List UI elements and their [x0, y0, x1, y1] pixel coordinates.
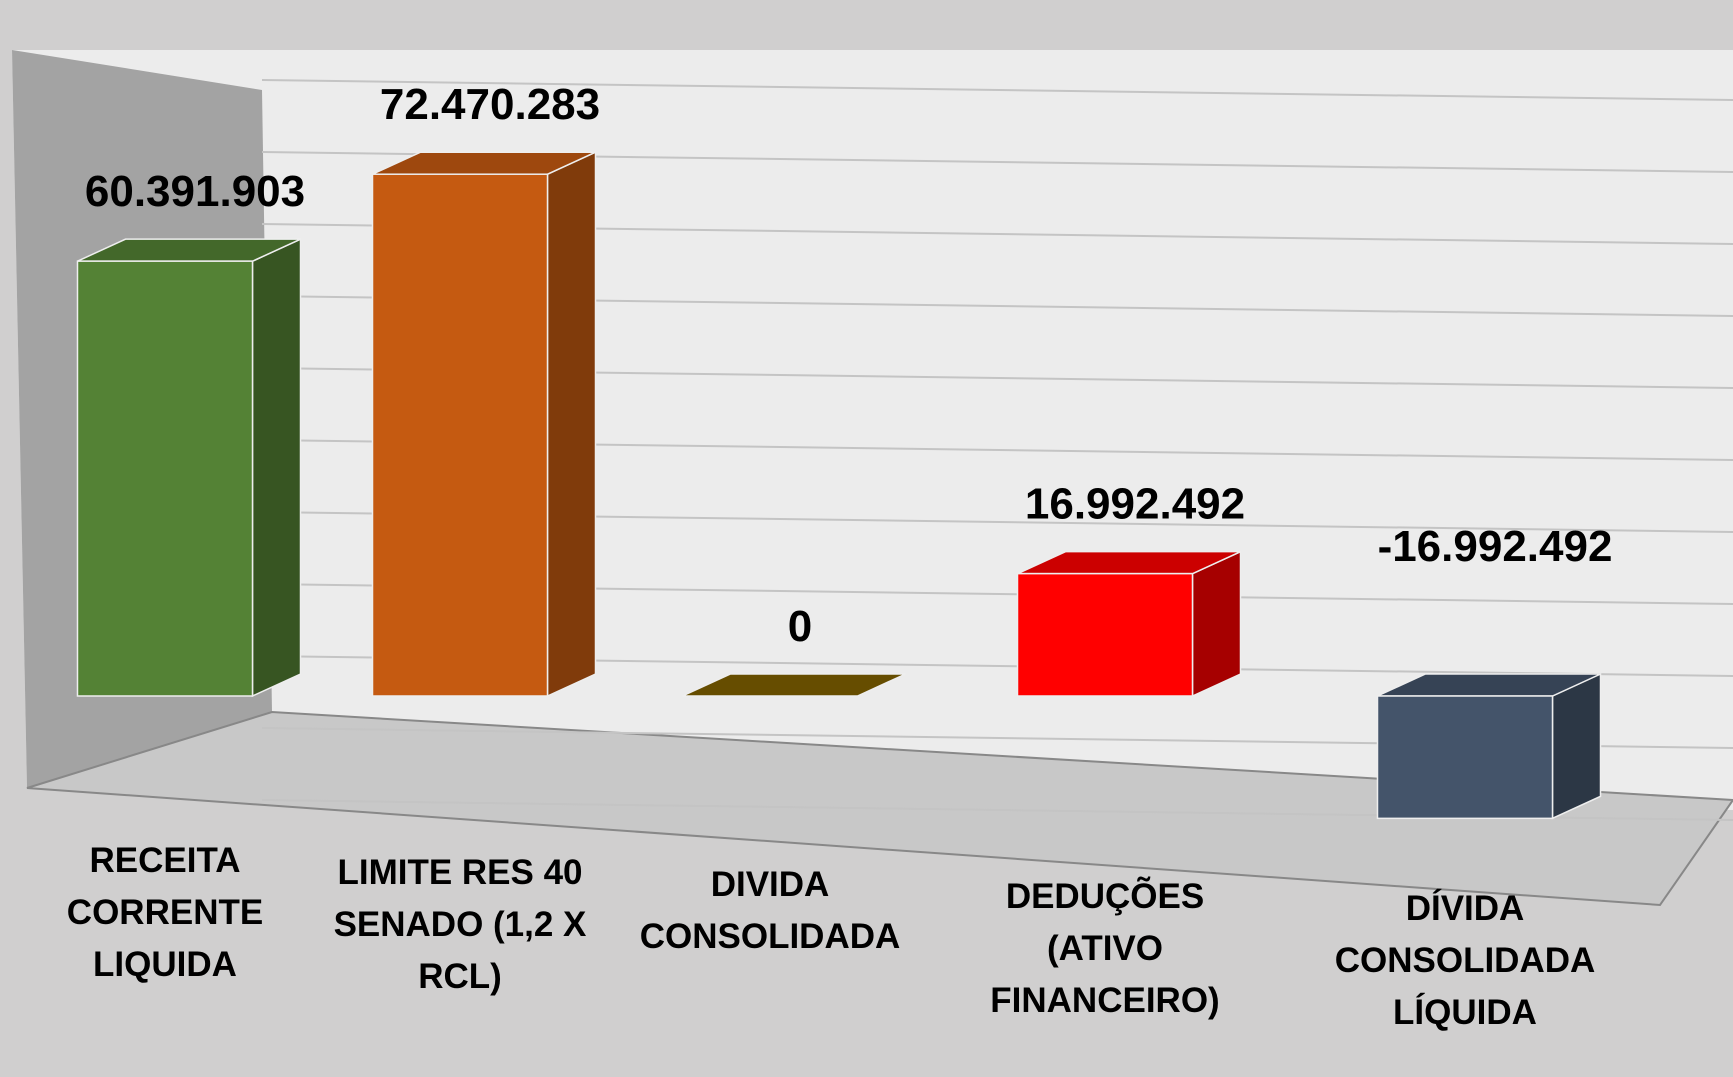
x-tick-label: RECEITA CORRENTE LIQUIDA — [66, 841, 264, 984]
bar — [682, 673, 906, 697]
bars — [76, 151, 1602, 820]
x-tick-label: LIMITE RES 40 SENADO (1,2 X RCL) — [333, 853, 587, 996]
value-label: -16.992.492 — [1378, 522, 1613, 571]
value-label: 72.470.283 — [380, 80, 600, 129]
bar-front — [1376, 695, 1554, 820]
bar-front — [76, 260, 254, 697]
x-tick-label: DIVIDA CONSOLIDADA — [639, 865, 901, 956]
value-label: 0 — [788, 602, 812, 651]
bar-side — [546, 151, 597, 698]
bar-side — [251, 238, 302, 698]
grid-line — [261, 79, 1733, 101]
bar-top — [682, 673, 906, 697]
bar — [1376, 672, 1602, 820]
bar-side — [1191, 550, 1242, 698]
x-tick-label: DÍVIDA CONSOLIDADA LÍQUIDA — [1334, 889, 1596, 1032]
x-tick-label: DEDUÇÕES (ATIVO FINANCEIRO) — [990, 877, 1220, 1020]
bar — [76, 238, 302, 698]
bar — [371, 151, 597, 698]
value-label: 60.391.903 — [85, 167, 305, 216]
value-label: 16.992.492 — [1025, 480, 1245, 529]
bar — [1016, 550, 1242, 698]
bar-side — [1551, 672, 1602, 820]
bar-front — [1016, 572, 1194, 697]
bar-front — [371, 173, 549, 697]
